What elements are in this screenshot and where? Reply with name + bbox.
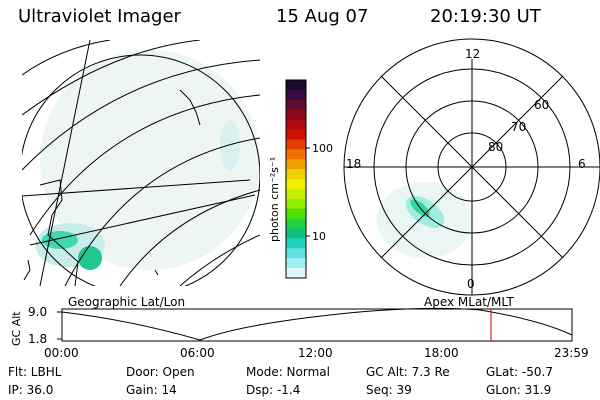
mlt-label-bottom: 0 [467,277,475,291]
instrument-title: Ultraviolet Imager [18,6,181,27]
colorbar-segment [286,268,306,279]
colorbar-segment [286,99,306,111]
info-gcalt: GC Alt: 7.3 Re [366,365,450,379]
lat-label: 60 [534,98,550,112]
colorbar-segment [286,149,306,160]
colorbar-segment [286,248,306,259]
colorbar-segment [286,169,306,180]
apex-caption: Apex MLat/MLT [424,295,514,309]
geographic-caption: Geographic Lat/Lon [68,295,186,309]
time-label: 20:19:30 UT [430,6,541,27]
info-dsp: Dsp: -1.4 [246,383,301,397]
info-ip: IP: 36.0 [8,383,54,397]
timeline-xtick: 18:00 [424,346,459,360]
colorbar-segment [286,89,306,101]
timeline-ytick: 9.0 [28,305,48,319]
colorbar-segment [286,159,306,170]
colorbar-frame [285,79,307,279]
colorbar-unit-label: photon cm⁻²s⁻¹ [268,156,281,242]
polar-plot [343,38,600,296]
colorbar-segment [286,228,306,239]
colorbar-segment [286,80,306,91]
timeline-xtick: 12:00 [298,346,333,360]
mlt-label-left: 18 [346,157,362,171]
info-door: Door: Open [126,365,195,379]
colorbar [286,80,306,279]
timeline-xtick: 06:00 [180,346,215,360]
info-mode: Mode: Normal [246,365,330,379]
date-label: 15 Aug 07 [276,6,369,27]
colorbar-tick-label: 100 [312,142,333,155]
mlt-label-top: 12 [465,47,481,61]
colorbar-segment [286,129,306,140]
info-seq: Seq: 39 [366,383,412,397]
colorbar-tick-label: 10 [312,230,326,243]
timeline-ylabel: GC Alt [10,311,23,346]
info-glon: GLon: 31.9 [486,383,552,397]
info-glat: GLat: -50.7 [486,365,553,379]
timeline-xtick: 23:59 [554,346,589,360]
info-gain: Gain: 14 [126,383,177,397]
timeline-ytick: 1.8 [28,332,48,346]
colorbar-segment [286,258,306,269]
colorbar-segment [286,198,306,210]
colorbar-segment [286,218,306,229]
timeline-xtick: 00:00 [44,346,79,360]
geographic-map [22,40,260,286]
colorbar-segment [286,208,306,220]
colorbar-segment [286,188,306,200]
altitude-timeline [57,307,573,342]
lat-label: 70 [511,120,527,134]
mlt-label-right: 6 [578,157,586,171]
lat-label: 80 [488,140,504,154]
colorbar-segment [286,238,306,249]
colorbar-segment [286,139,306,150]
colorbar-segment [286,109,306,121]
colorbar-segment [286,119,306,130]
colorbar-segment [286,179,306,190]
info-flt: Flt: LBHL [8,365,62,379]
